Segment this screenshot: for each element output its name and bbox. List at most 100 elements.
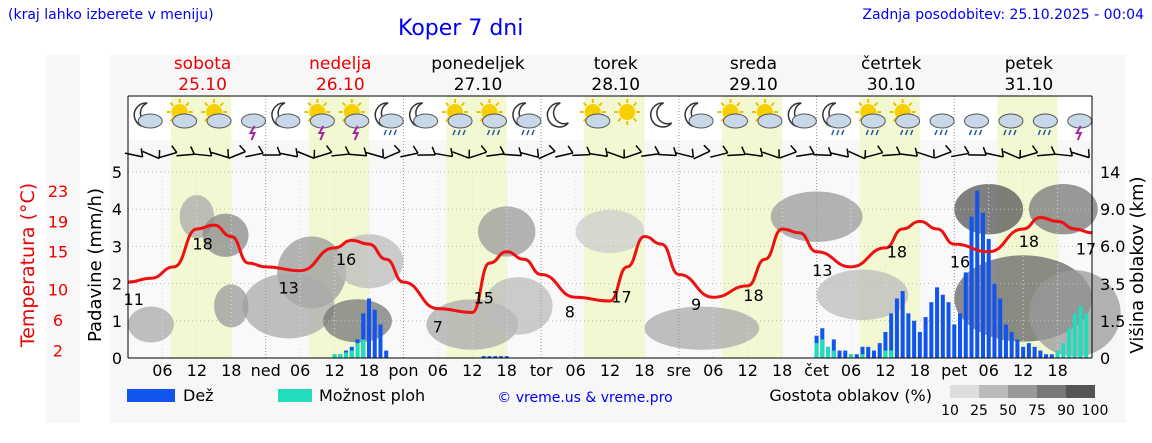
rain-drops (452, 129, 466, 136)
sun-cloud-icon (751, 99, 783, 129)
sun-ray (219, 102, 224, 107)
cloud-shape (447, 113, 473, 129)
sun-ray (858, 102, 863, 107)
sun-ray (341, 102, 347, 107)
wind-barb (1003, 149, 1022, 160)
temp-tick-label: 6 (53, 311, 63, 330)
sun-ray (307, 102, 312, 107)
wind-feather (722, 145, 729, 154)
x-tick-label: 18 (910, 361, 930, 380)
cloud-density-tick: 10 (941, 403, 959, 419)
wind-shaft (383, 150, 401, 160)
sun-ray (479, 102, 484, 107)
rain-bar (883, 331, 888, 358)
cloud-cover (816, 269, 909, 320)
storm-bar (860, 354, 865, 358)
temperature-label: 18 (743, 286, 763, 305)
temperature-label: 18 (887, 242, 907, 261)
temp-tick-label: 15 (48, 243, 68, 262)
sun-ray (908, 102, 913, 107)
legend-rain-label: Dež (183, 386, 214, 405)
wind-feather (1069, 147, 1073, 157)
cloud-shape (964, 113, 989, 129)
sun-ray (598, 102, 603, 107)
temperature-label: 18 (192, 235, 212, 254)
storm-bar (349, 350, 354, 358)
wind-barb (848, 150, 867, 160)
temperature-label: 7 (433, 318, 443, 337)
precip-tick-label: 1 (112, 312, 122, 331)
x-tick-label: 06 (565, 361, 585, 380)
wind-shaft (658, 153, 677, 157)
precip-tick-label: 2 (112, 275, 122, 294)
page-title: Koper 7 dni (398, 16, 524, 41)
wind-feather (654, 145, 660, 155)
wind-shaft (951, 152, 970, 158)
wind-feather (778, 149, 780, 158)
rain-drops (831, 129, 845, 136)
cloud-density-swatch (1066, 385, 1095, 398)
wind-barb (641, 145, 660, 157)
wind-barb (882, 146, 901, 157)
day-date: 30.10 (867, 75, 916, 95)
temperature-label: 9 (691, 295, 701, 314)
day-date: 25.10 (178, 75, 227, 95)
rain-bar (877, 343, 882, 358)
wind-barb (744, 147, 764, 157)
cloud-shape (688, 113, 714, 129)
x-tick-label: 06 (428, 361, 448, 380)
wind-feather (208, 147, 213, 157)
wind-feather (158, 149, 161, 159)
day-date: 31.10 (1005, 75, 1054, 95)
sun-rain-icon (476, 99, 507, 136)
rain-bar (986, 238, 991, 358)
wind-shaft (589, 152, 608, 158)
storm-bar (1084, 313, 1089, 358)
cloud-cover (128, 306, 174, 343)
sun-ray (892, 102, 897, 107)
wind-shaft (624, 151, 642, 159)
wind-barb (899, 147, 919, 157)
cloud-cover (483, 277, 553, 335)
temp-tick-label: 19 (48, 212, 68, 231)
location-menu-hint[interactable]: (kraj lahko izberete v meniju) (8, 7, 214, 23)
sun-disc (619, 104, 636, 120)
wind-barb (193, 147, 213, 157)
wind-barb (675, 148, 695, 158)
left-axis-panel (46, 55, 80, 423)
sun-ray (755, 102, 760, 107)
sun-ray (632, 117, 638, 122)
wind-feather (363, 147, 368, 156)
rain-drops (383, 129, 397, 136)
x-tick-label: 06 (152, 361, 172, 380)
x-tick-label: tor (530, 361, 553, 380)
storm-bar (1061, 343, 1066, 358)
sun-ray (617, 117, 622, 122)
wind-shaft (761, 151, 780, 159)
wind-shaft (641, 153, 660, 157)
storm-bar (1072, 313, 1077, 358)
precip-axis-title: Padavine (mm/h) (85, 188, 106, 342)
wind-barb (916, 149, 935, 159)
credit: © vreme.us & vreme.pro (497, 390, 672, 406)
wind-feather (518, 147, 523, 156)
rain-bar (866, 346, 871, 358)
wind-barb (228, 144, 246, 160)
wind-barb (469, 145, 488, 159)
rain-bar (366, 298, 372, 358)
wind-barb (761, 149, 780, 159)
temperature-label: 16 (950, 252, 970, 271)
wind-shaft (744, 153, 763, 157)
wind-feather (548, 144, 556, 152)
moon-rain-icon (374, 102, 404, 136)
sun-ray (445, 102, 450, 107)
rain-bar (940, 294, 945, 358)
rain-bar (871, 350, 876, 358)
day-name: torek (594, 54, 638, 74)
wind-feather (171, 145, 178, 153)
wind-shaft (365, 151, 384, 159)
sun-ray (617, 102, 622, 107)
sun-rain-icon (889, 99, 921, 136)
last-updated: Zadnja posodobitev: 25.10.2025 - 00:04 (862, 7, 1144, 23)
storm-bar (332, 354, 337, 358)
